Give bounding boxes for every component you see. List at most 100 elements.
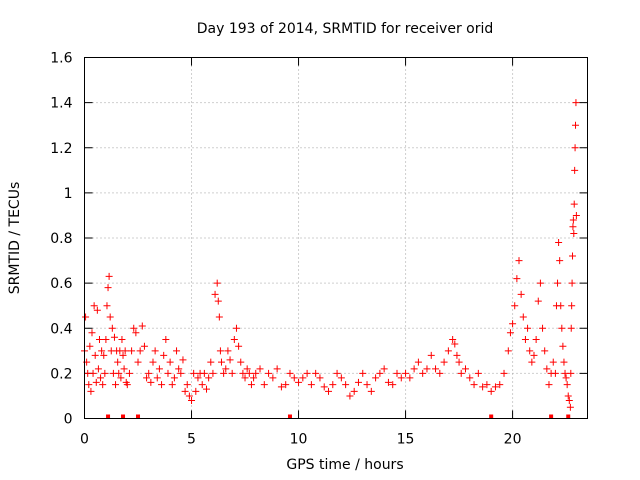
data-point	[175, 365, 183, 373]
data-point	[444, 347, 452, 355]
data-point	[214, 297, 222, 305]
data-point	[250, 374, 258, 382]
data-point	[203, 385, 211, 393]
data-point	[101, 369, 109, 377]
data-point	[299, 374, 307, 382]
flag-marker	[136, 414, 141, 419]
data-point	[549, 358, 557, 366]
x-tick-label: 15	[397, 432, 415, 448]
data-point	[521, 336, 529, 344]
data-point	[85, 381, 93, 389]
data-point	[103, 302, 111, 310]
y-tick-label: 0.8	[50, 231, 72, 247]
data-point	[237, 358, 245, 366]
data-point	[436, 369, 444, 377]
data-point	[333, 369, 341, 377]
data-point	[93, 306, 101, 314]
data-point	[136, 347, 144, 355]
data-point	[290, 374, 298, 382]
data-point	[566, 403, 574, 411]
data-point	[524, 324, 532, 332]
data-point	[181, 387, 189, 395]
data-point	[496, 381, 504, 389]
data-point	[95, 336, 103, 344]
flag-markers	[106, 414, 571, 419]
data-point	[209, 369, 217, 377]
data-point	[177, 369, 185, 377]
plot-frame	[84, 57, 588, 419]
data-point	[94, 365, 102, 373]
data-point	[515, 257, 523, 265]
data-point	[105, 272, 113, 280]
data-point	[564, 392, 572, 400]
data-point	[145, 369, 153, 377]
data-point	[440, 358, 448, 366]
data-point	[147, 378, 155, 386]
data-point	[112, 381, 120, 389]
data-point	[179, 356, 187, 364]
data-point	[188, 396, 196, 404]
data-point	[123, 381, 131, 389]
y-tick-label: 0.2	[50, 366, 72, 382]
y-tick-label: 0.4	[50, 321, 72, 337]
flag-marker	[121, 414, 126, 419]
data-point	[222, 365, 230, 373]
data-point	[329, 381, 337, 389]
data-point	[568, 279, 576, 287]
data-point	[555, 239, 563, 247]
data-point	[216, 347, 224, 355]
data-point	[342, 381, 350, 389]
data-point	[545, 381, 553, 389]
data-point	[532, 336, 540, 344]
data-point	[108, 324, 116, 332]
data-point	[117, 374, 125, 382]
x-tick-label: 10	[290, 432, 308, 448]
data-point	[170, 374, 178, 382]
flag-marker	[106, 414, 111, 419]
data-point	[100, 351, 108, 359]
data-point	[570, 200, 578, 208]
flag-marker	[287, 414, 292, 419]
data-point	[110, 333, 118, 341]
data-point	[252, 369, 260, 377]
y-tick-label: 1.6	[50, 51, 72, 67]
data-point	[569, 223, 577, 231]
data-point	[97, 374, 105, 382]
data-point	[359, 369, 367, 377]
data-point	[190, 369, 198, 377]
data-point	[559, 342, 567, 350]
data-point	[534, 297, 542, 305]
data-point	[376, 369, 384, 377]
data-point	[98, 347, 106, 355]
data-point	[149, 358, 157, 366]
data-point	[277, 383, 285, 391]
data-point	[504, 347, 512, 355]
data-point	[562, 374, 570, 382]
data-point	[87, 387, 95, 395]
data-point	[194, 374, 202, 382]
data-point	[325, 387, 333, 395]
data-point	[569, 216, 577, 224]
data-point	[89, 369, 97, 377]
data-point	[82, 313, 90, 321]
data-point	[558, 324, 566, 332]
data-point	[143, 374, 151, 382]
chart-title: Day 193 of 2014, SRMTID for receiver ori…	[197, 21, 494, 37]
data-point	[470, 381, 478, 389]
data-point	[511, 302, 519, 310]
data-point	[239, 369, 247, 377]
y-tick-label: 1.2	[50, 141, 72, 157]
data-point	[286, 369, 294, 377]
data-point	[243, 365, 251, 373]
data-point	[162, 336, 170, 344]
data-point	[134, 358, 142, 366]
data-point	[569, 252, 577, 260]
data-point	[125, 369, 133, 377]
data-point	[556, 257, 564, 265]
data-point	[217, 358, 225, 366]
data-point	[205, 374, 213, 382]
data-point	[346, 392, 354, 400]
data-point	[451, 340, 459, 348]
data-point	[455, 358, 463, 366]
